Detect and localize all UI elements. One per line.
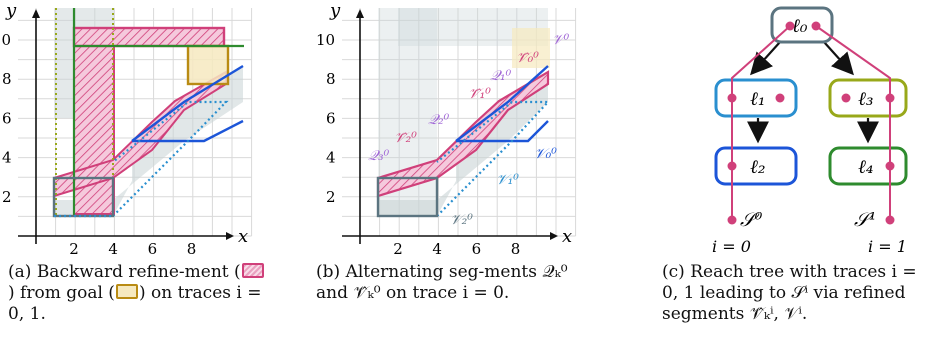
x-tick-label: 4 (108, 240, 118, 258)
trace-blue-upper (131, 64, 244, 142)
refinement-swatch-icon (241, 263, 264, 278)
node-l0 (770, 6, 834, 44)
x-tick-label: 2 (69, 240, 79, 258)
node-l4 (828, 146, 908, 186)
trace-blue-upper (455, 65, 549, 142)
edge-l0-l3 (823, 41, 854, 76)
x-axis-label: x (562, 226, 572, 247)
goal-swatch-icon (115, 284, 138, 299)
caption-b: (b) Alternating seg-ments 𝒬ₖ⁰ and 𝒱̂ₖ⁰ o… (316, 262, 586, 304)
panel-c-reach-tree: ℓ₀ ℓ₁ ℓ₃ ℓ₂ ℓ₄ 𝒮⁰ 𝒮¹ i = 0 i = 1 (650, 0, 943, 360)
y-axis-label: y (5, 0, 17, 21)
s1-label: 𝒮¹ (854, 209, 876, 231)
x-tick-label: 2 (393, 240, 403, 258)
y-tick-label: 8 (2, 70, 12, 88)
label-vhat0: 𝒱̂₀⁰ (516, 50, 539, 66)
x-axis-label: x (238, 226, 248, 247)
caption-c: (c) Reach tree with traces i = 0, 1 lead… (662, 262, 932, 325)
caption-a-label: (a) (8, 262, 32, 282)
caption-b-label: (b) (316, 262, 341, 282)
y-axis-arrow (356, 9, 364, 18)
y-tick-label: 6 (326, 109, 336, 127)
node-l2-label: ℓ₂ (750, 156, 766, 178)
y-tick-label: 10 (0, 31, 11, 49)
x-tick-label: 6 (472, 240, 482, 258)
label-v0: 𝒱₀⁰ (534, 146, 557, 162)
x-tick-label: 8 (511, 240, 521, 258)
trace-i0 (731, 25, 791, 220)
label-q2: 𝒬₂⁰ (428, 112, 450, 128)
node-l3 (828, 78, 908, 118)
caption-b-text: Alternating seg-ments 𝒬ₖ⁰ and 𝒱̂ₖ⁰ on tr… (316, 262, 568, 303)
label-v0-top: 𝒱⁰ (552, 32, 570, 48)
y-tick-label: 4 (326, 149, 336, 167)
label-v2: 𝒱₂⁰ (450, 212, 473, 228)
node-l1 (714, 78, 798, 118)
caption-a: (a) Backward refine-ment () from goal ()… (8, 262, 268, 325)
x-axis-arrow (550, 232, 558, 240)
y-tick-label: 2 (326, 188, 336, 206)
trace-blue-dotted (112, 100, 229, 217)
node-l1-label: ℓ₁ (750, 88, 766, 110)
label-q1: 𝒬₁⁰ (490, 68, 512, 84)
edge-l0-l1 (750, 41, 781, 76)
panel-a-plot: x y 2 4 6 8 2 4 6 8 10 (0, 0, 253, 258)
i0-label: i = 0 (712, 237, 751, 256)
caption-a-text-2: ) from goal ( (8, 283, 115, 303)
reach-tree-diagram: ℓ₀ ℓ₁ ℓ₃ ℓ₂ ℓ₄ 𝒮⁰ 𝒮¹ i = 0 i = 1 (712, 6, 908, 256)
s0-label: 𝒮⁰ (740, 209, 763, 231)
refinement-top-band (72, 26, 226, 48)
y-tick-label: 8 (326, 70, 336, 88)
panel-a-backward-refinement: x y 2 4 6 8 2 4 6 8 10 (0, 0, 300, 360)
goal-box (512, 28, 550, 68)
i1-label: i = 1 (868, 237, 907, 256)
axis-ticks: 2 4 6 8 2 4 6 8 10 (0, 31, 196, 258)
panel-b-plot: x y 2 4 6 8 2 4 6 8 10 𝒱⁰ 𝒱̂₀⁰ 𝒬₁⁰ 𝒱̂₁⁰ 𝒬₂⁰ 𝒱̂₂⁰… (316, 0, 577, 258)
trace-dots (727, 21, 895, 225)
y-axis-arrow (32, 9, 40, 18)
node-l2 (714, 146, 798, 186)
initial-box (376, 176, 439, 218)
caption-c-label: (c) (662, 262, 685, 282)
label-vhat2: 𝒱̂₂⁰ (394, 130, 417, 146)
node-l0-label: ℓ₀ (792, 15, 808, 37)
y-tick-label: 6 (2, 109, 12, 127)
y-tick-label: 4 (2, 149, 12, 167)
label-q3: 𝒬₃⁰ (368, 148, 390, 164)
node-l4-label: ℓ₄ (858, 156, 874, 178)
y-axis-label: y (329, 0, 341, 21)
caption-a-text-3: ) on traces i = 0, 1. (8, 283, 262, 324)
trace-i1 (815, 25, 891, 220)
x-axis-arrow (226, 232, 234, 240)
x-tick-label: 6 (148, 240, 158, 258)
caption-c-text: Reach tree with traces i = 0, 1 leading … (662, 262, 917, 324)
trace-blue-lower (456, 120, 549, 143)
y-tick-label: 2 (2, 188, 12, 206)
label-v1: 𝒱₁⁰ (496, 172, 519, 188)
initial-box (52, 176, 115, 218)
y-tick-label: 10 (316, 31, 335, 49)
axis-ticks: 2 4 6 8 2 4 6 8 10 (316, 31, 520, 258)
x-tick-label: 8 (187, 240, 197, 258)
node-l3-label: ℓ₃ (858, 88, 874, 110)
label-vhat1: 𝒱̂₁⁰ (468, 86, 491, 102)
trace-blue-lower (132, 119, 244, 143)
trace-blue-dotted (436, 100, 551, 217)
x-tick-label: 4 (432, 240, 442, 258)
caption-a-text-1: Backward refine-ment ( (36, 262, 241, 282)
panel-b-alternating-segments: x y 2 4 6 8 2 4 6 8 10 𝒱⁰ 𝒱̂₀⁰ 𝒬₁⁰ 𝒱̂₁⁰ 𝒬₂⁰ 𝒱̂₂⁰… (316, 0, 616, 360)
